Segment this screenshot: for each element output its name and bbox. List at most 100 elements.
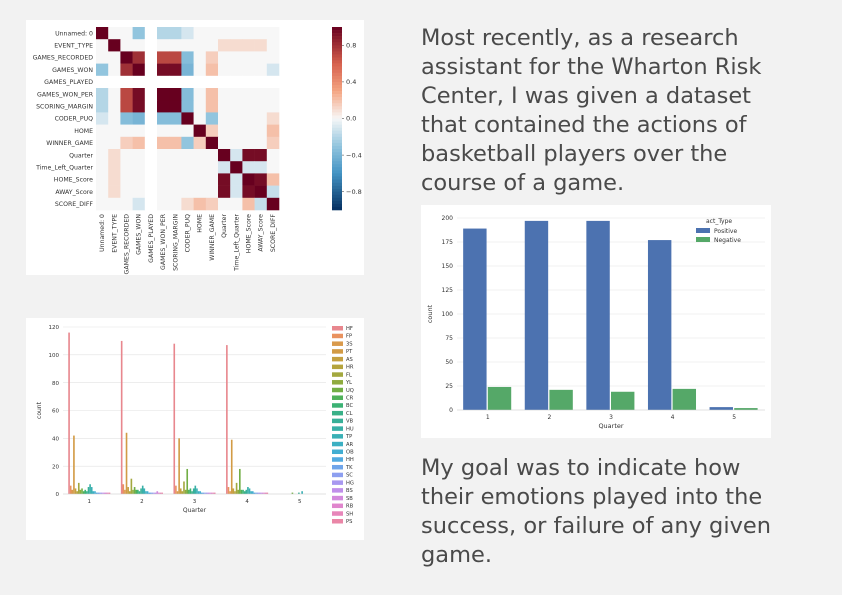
heatmap-cell	[254, 27, 268, 40]
heatmap-cell	[108, 39, 121, 52]
legend-swatch	[332, 410, 343, 416]
heatmap-cell	[266, 136, 280, 150]
heatmap-cell	[242, 63, 255, 77]
bar-sh	[264, 492, 267, 494]
colorbar-segment	[332, 155, 342, 159]
heatmap-cell	[242, 88, 255, 101]
bar-cr	[135, 489, 138, 494]
heatmap-cell	[108, 51, 121, 64]
bar-rb	[263, 492, 265, 494]
colorbar-segment	[332, 106, 342, 110]
legend-label: SB	[346, 496, 353, 502]
heatmap-cell	[132, 51, 146, 64]
heatmap-col-label: EVENT_TYPE	[111, 214, 118, 253]
legend-swatch	[332, 464, 343, 470]
heatmap-cell	[266, 197, 280, 211]
bar-tk	[202, 492, 205, 494]
heatmap-cell	[205, 124, 219, 138]
heatmap-col-label: GAMES_PLAYED	[148, 214, 155, 263]
colorbar-segment	[332, 121, 342, 125]
heatmap-cell	[254, 185, 268, 199]
bar-hu	[141, 485, 144, 494]
legend-swatch	[332, 457, 343, 462]
y-tick-label: 120	[49, 325, 60, 331]
heatmap-cell	[205, 39, 219, 52]
heatmap-cell	[242, 149, 255, 162]
heatmap-cell	[218, 75, 231, 89]
bar-sc	[204, 492, 206, 494]
x-tick-label: 1	[88, 499, 92, 505]
heatmap-cell	[193, 149, 207, 162]
x-tick-label: 1	[486, 414, 490, 421]
bar-uq	[133, 487, 136, 494]
colorbar-segment	[332, 60, 342, 64]
bar-rb	[158, 492, 160, 494]
heatmap-cell	[254, 173, 268, 186]
heatmap-cell	[169, 161, 182, 174]
bar-sh	[212, 492, 214, 494]
colorbar-segment	[332, 88, 342, 92]
heatmap-cell	[193, 124, 207, 138]
bar-pt	[178, 438, 180, 494]
heatmap-cell	[169, 185, 182, 199]
heatmap-cell	[157, 39, 170, 52]
heatmap-cell	[218, 124, 231, 138]
heatmap-cell	[266, 63, 280, 77]
heatmap-col-label: Unnamed: 0	[99, 214, 106, 252]
heatmap-cell	[266, 39, 280, 52]
bar-hr	[234, 491, 236, 494]
heatmap-cell	[242, 100, 255, 113]
bar-fp	[69, 485, 72, 494]
heatmap-cell	[181, 161, 194, 174]
heatmap-cell	[132, 88, 146, 101]
heatmap-cell	[205, 185, 219, 199]
heatmap-col-label: AWAY_Score	[258, 214, 265, 252]
heatmap-cell	[169, 112, 182, 125]
heatmap-cell	[169, 173, 182, 186]
heatmap-cell	[108, 136, 121, 150]
x-tick-label: 5	[298, 499, 302, 505]
heatmap-cell	[96, 27, 109, 40]
colorbar-segment	[332, 149, 342, 153]
heatmap-col-label: CODER_PUQ	[185, 214, 192, 253]
legend-swatch	[332, 380, 343, 385]
colorbar-segment	[332, 191, 342, 196]
bar-sc	[151, 492, 154, 494]
colorbar-segment	[332, 51, 342, 55]
legend-swatch	[332, 403, 343, 408]
heatmap-cell	[120, 39, 133, 52]
heatmap-cell	[193, 112, 207, 125]
heatmap-cell	[254, 124, 268, 138]
heatmap-cell	[242, 197, 255, 211]
legend-label: AR	[346, 442, 354, 448]
y-tick-label: 125	[442, 287, 454, 294]
heatmap-cell	[193, 185, 207, 199]
legend-swatch	[332, 333, 343, 339]
heatmap-cell	[266, 75, 280, 89]
heatmap-cell	[193, 136, 207, 150]
bar-vb	[140, 488, 142, 494]
colorbar-segment	[332, 36, 342, 40]
intro-line: course of a game.	[421, 170, 625, 196]
heatmap-cell	[96, 88, 109, 101]
heatmap-cell	[205, 112, 219, 125]
y-tick-label: 80	[52, 381, 59, 387]
bar-sc	[99, 492, 101, 494]
heatmap-cell	[230, 185, 243, 199]
colorbar-segment	[332, 185, 342, 189]
heatmap-cell	[120, 185, 133, 199]
goal-line: success, or failure of any given	[421, 513, 772, 539]
heatmap-row-label: EVENT_TYPE	[54, 43, 93, 50]
heatmap-cell	[205, 136, 219, 150]
heatmap-cell	[193, 173, 207, 186]
heatmap-cell	[242, 161, 255, 174]
colorbar-segment	[332, 203, 342, 208]
bar-3s	[176, 491, 179, 494]
colorbar-segment	[332, 179, 342, 183]
x-tick-label: 3	[609, 414, 613, 421]
legend-label: OB	[346, 450, 354, 456]
bar-hg	[100, 492, 103, 494]
heatmap-col-label: GAMES_WON	[136, 214, 143, 255]
heatmap-cell	[205, 63, 219, 77]
heatmap-cell	[157, 185, 170, 199]
